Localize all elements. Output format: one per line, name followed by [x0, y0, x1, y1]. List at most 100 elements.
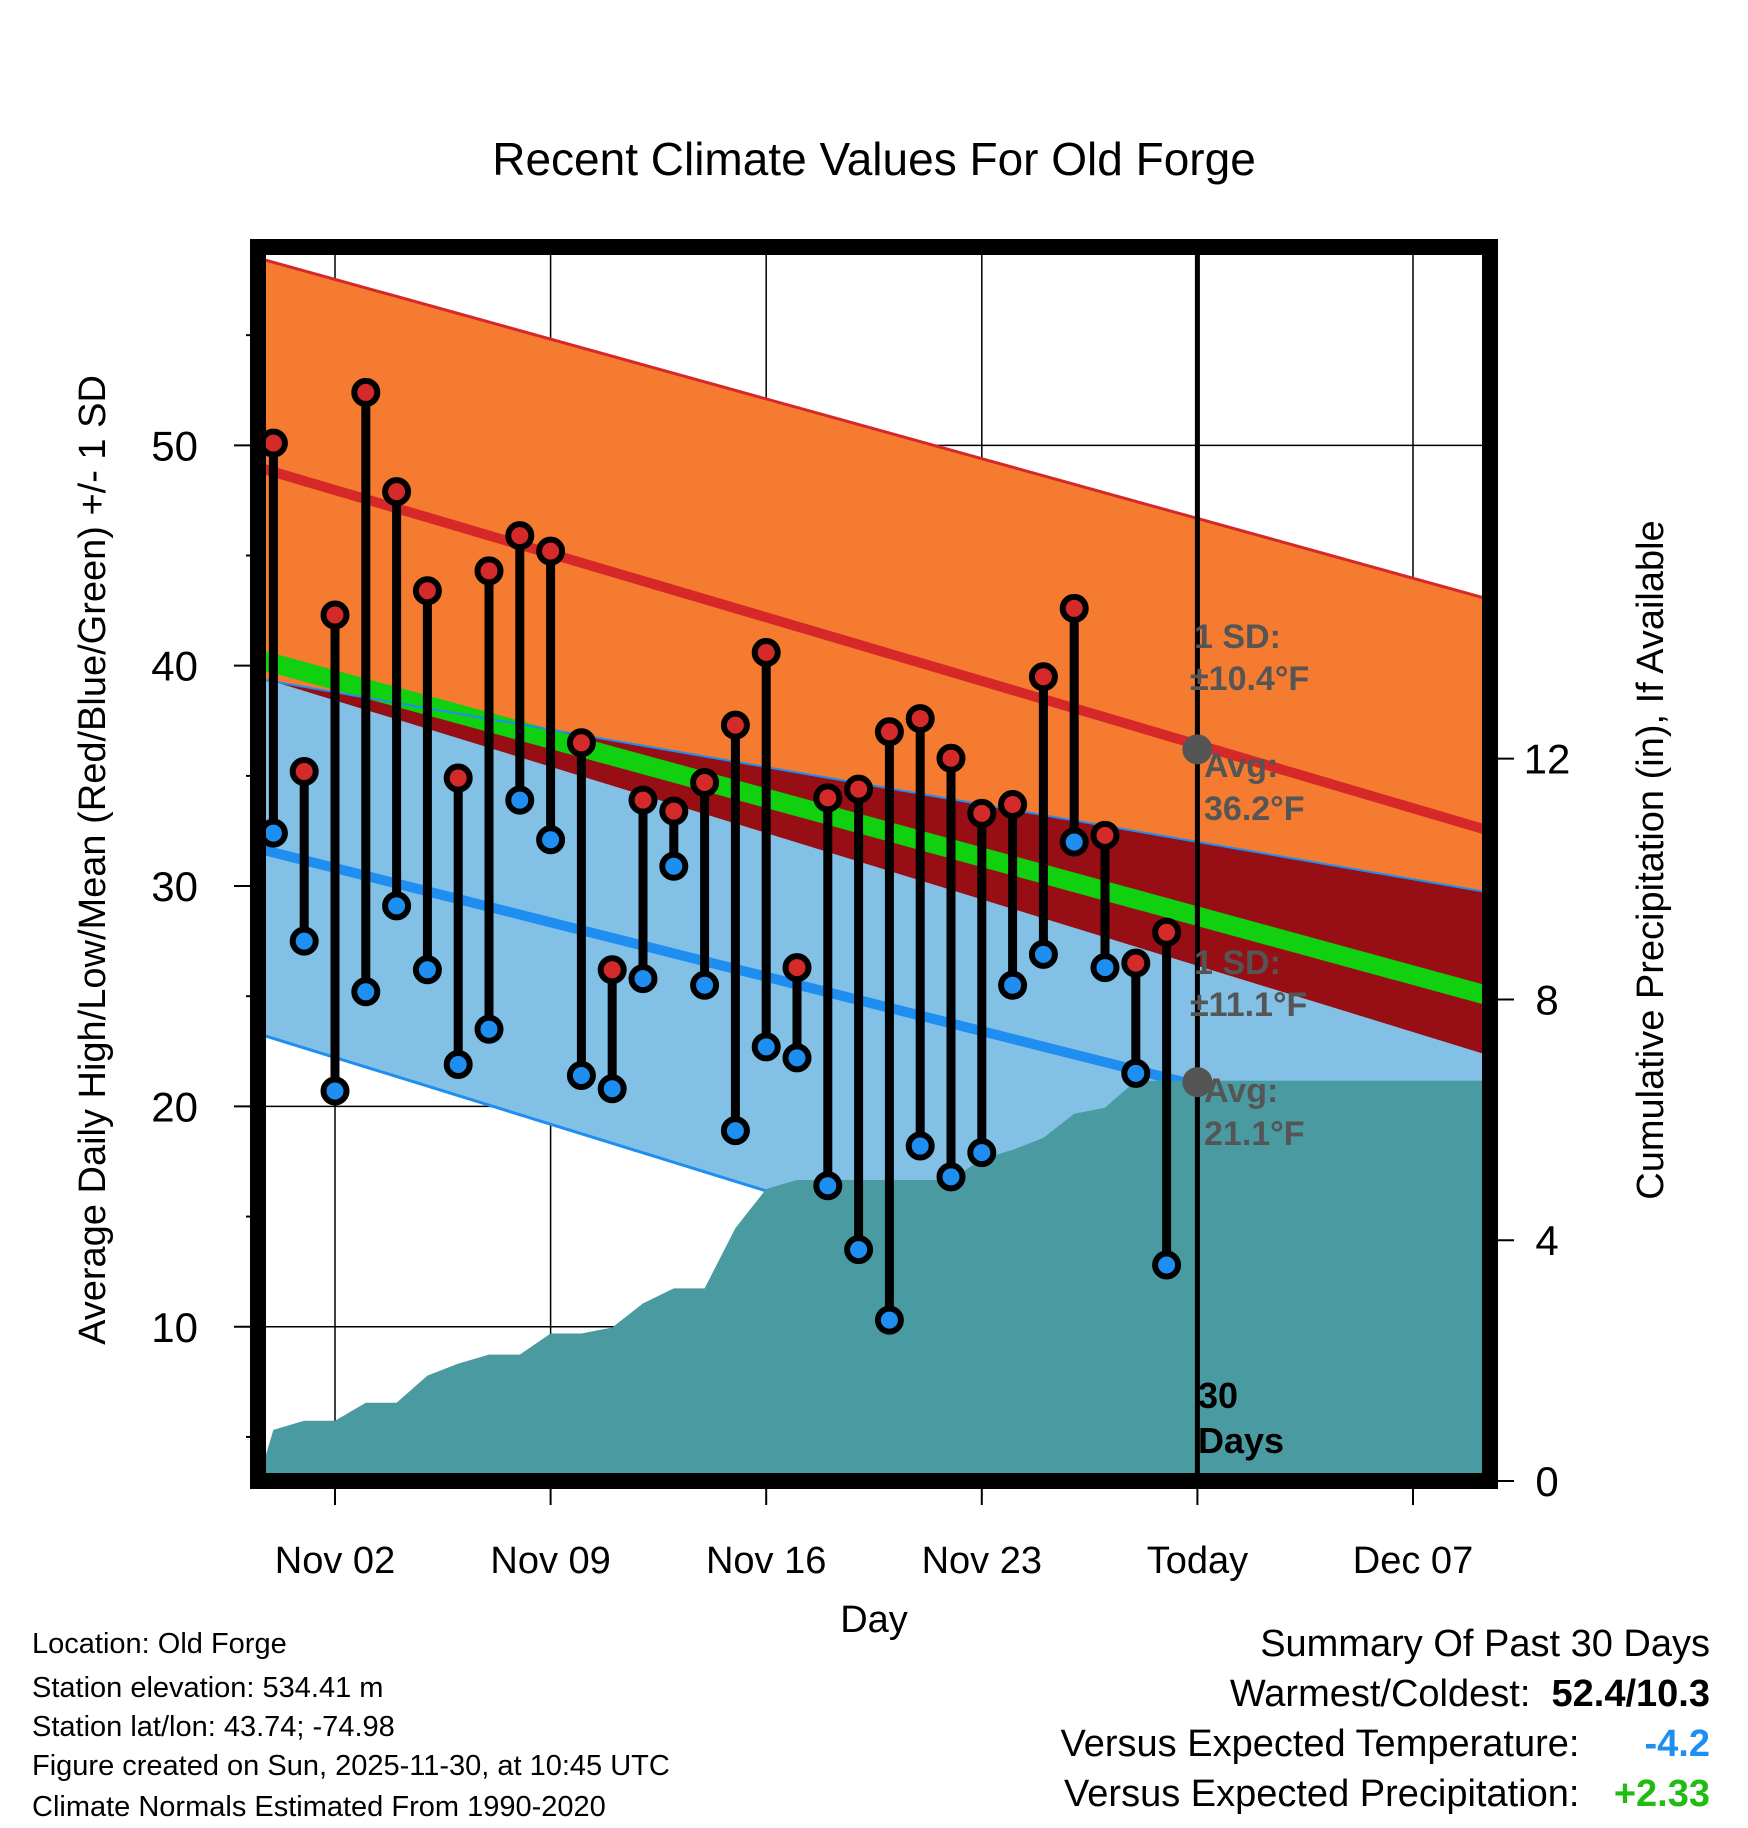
y2-tick-label: 12	[1524, 736, 1571, 783]
high-sd-label: 1 SD:	[1194, 618, 1281, 656]
daily-low-dot	[597, 1074, 627, 1104]
daily-high-dot	[412, 576, 442, 606]
low-avg-point	[1182, 1067, 1213, 1098]
chart-title: Recent Climate Values For Old Forge	[492, 133, 1256, 185]
daily-low-dot	[782, 1043, 812, 1073]
daily-high-dot	[1059, 593, 1089, 623]
daily-high-dot	[566, 728, 596, 758]
daily-high-dot	[782, 953, 812, 983]
y-tick-label: 40	[151, 643, 198, 690]
daily-high-dot	[720, 710, 750, 740]
daily-low-dot	[443, 1050, 473, 1080]
daily-low-dot	[1152, 1250, 1182, 1280]
y-tick-label: 30	[151, 863, 198, 910]
x-tick-label: Nov 02	[275, 1540, 395, 1582]
daily-low-dot	[1059, 827, 1089, 857]
daily-low-dot	[536, 825, 566, 855]
daily-low-dot	[351, 977, 381, 1007]
daily-low-dot	[874, 1305, 904, 1335]
daily-high-dot	[690, 767, 720, 797]
precip-label: Versus Expected Precipitation:	[1064, 1773, 1580, 1815]
daily-high-dot	[813, 783, 843, 813]
low-avg-value-label: 21.1°F	[1204, 1115, 1305, 1153]
daily-low-dot	[289, 926, 319, 956]
high-avg-label: Avg:	[1204, 747, 1278, 785]
high-sd-value: ±10.4°F	[1190, 660, 1309, 698]
y-tick-label: 10	[151, 1304, 198, 1351]
warmest-value: 52.4/10.3	[1551, 1673, 1710, 1715]
y2-tick-label: 8	[1535, 976, 1558, 1023]
daily-high-dot	[505, 521, 535, 551]
x-axis-label: Day	[840, 1599, 908, 1641]
precip-value: +2.33	[1613, 1773, 1710, 1815]
x-tick-label: Nov 09	[490, 1540, 610, 1582]
daily-low-dot	[505, 785, 535, 815]
high-avg-value-label: 36.2°F	[1204, 790, 1305, 828]
warmest-label: Warmest/Coldest:	[1229, 1673, 1531, 1715]
daily-low-dot	[1090, 953, 1120, 983]
plot-frame	[250, 239, 1498, 1489]
daily-low-dot	[474, 1014, 504, 1044]
info-created: Figure created on Sun, 2025-11-30, at 10…	[32, 1750, 670, 1782]
y-tick-label: 20	[151, 1083, 198, 1130]
daily-low-dot	[690, 970, 720, 1000]
y2-tick-label: 0	[1535, 1458, 1558, 1505]
daily-high-dot	[905, 704, 935, 734]
temp-value: -4.2	[1644, 1723, 1710, 1765]
high-upper-line	[258, 256, 1490, 602]
low-sd-value: ±11.1°F	[1190, 986, 1307, 1024]
info-location: Location: Old Forge	[32, 1628, 287, 1660]
daily-high-dot	[874, 717, 904, 747]
daily-high-dot	[936, 743, 966, 773]
today-days-number: 30	[1198, 1375, 1238, 1416]
daily-high-dot	[998, 790, 1028, 820]
low-upper-line	[258, 677, 1490, 894]
today-days-label: Days	[1198, 1420, 1284, 1461]
daily-high-dot	[320, 600, 350, 630]
daily-low-dot	[751, 1032, 781, 1062]
daily-high-dot	[474, 556, 504, 586]
temp-label: Versus Expected Temperature:	[1060, 1723, 1580, 1765]
x-tick-label: Dec 07	[1353, 1540, 1473, 1582]
overlap-band	[258, 676, 1490, 1056]
y-tick-label: 50	[151, 422, 198, 469]
daily-low-dot	[905, 1131, 935, 1161]
daily-low-dot	[1121, 1058, 1151, 1088]
high-avg-point	[1182, 734, 1213, 765]
daily-high-dot	[289, 756, 319, 786]
x-tick-label: Nov 16	[706, 1540, 826, 1582]
daily-low-dot	[720, 1116, 750, 1146]
info-elevation: Station elevation: 534.41 m	[32, 1672, 384, 1704]
daily-high-dot	[659, 796, 689, 826]
summary-temp: Versus Expected Temperature: -4.2	[1061, 1725, 1710, 1763]
daily-low-dot	[844, 1235, 874, 1265]
mean-band	[258, 649, 1490, 1007]
daily-low-dot	[566, 1061, 596, 1091]
daily-low-dot	[967, 1138, 997, 1168]
daily-low-dot	[936, 1162, 966, 1192]
daily-high-dot	[1028, 662, 1058, 692]
daily-low-dot	[382, 891, 412, 921]
daily-high-dot	[443, 763, 473, 793]
info-normals: Climate Normals Estimated From 1990-2020	[32, 1791, 606, 1823]
info-latlon: Station lat/lon: 43.74; -74.98	[32, 1711, 395, 1743]
x-tick-label: Nov 23	[922, 1540, 1042, 1582]
daily-high-dot	[1152, 917, 1182, 947]
daily-high-dot	[967, 798, 997, 828]
daily-low-dot	[998, 970, 1028, 1000]
daily-high-dot	[628, 785, 658, 815]
daily-high-dot	[351, 377, 381, 407]
daily-high-dot	[751, 637, 781, 667]
daily-high-dot	[1121, 948, 1151, 978]
avg-high-line	[258, 462, 1490, 836]
daily-high-dot	[1090, 820, 1120, 850]
daily-low-dot	[813, 1171, 843, 1201]
daily-low-dot	[1028, 939, 1058, 969]
low-sd-label: 1 SD:	[1194, 944, 1281, 982]
summary-precip: Versus Expected Precipitation: +2.33	[1064, 1775, 1710, 1813]
daily-low-dot	[628, 964, 658, 994]
x-tick-label: Today	[1147, 1540, 1248, 1582]
daily-high-dot	[382, 477, 412, 507]
daily-high-dot	[597, 955, 627, 985]
